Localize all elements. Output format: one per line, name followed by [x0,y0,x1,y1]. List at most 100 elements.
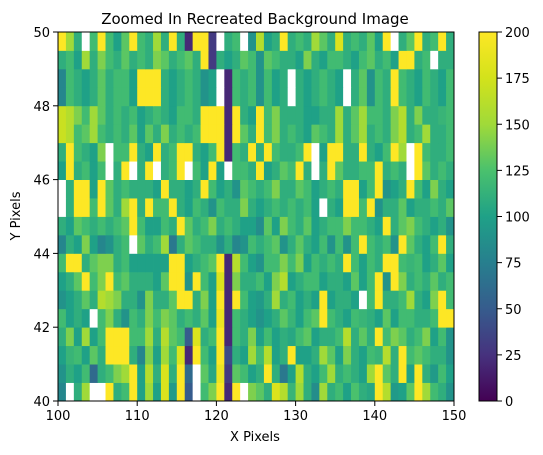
heatmap-cell [422,327,431,347]
colorbar-tick-label: 0 [505,395,513,410]
heatmap-cell [200,179,209,199]
heatmap-cell [73,50,83,70]
heatmap-cell [446,32,455,51]
heatmap-cell [208,290,217,310]
heatmap-cell [422,179,431,199]
heatmap-cell [398,253,407,273]
heatmap-cell [271,179,281,199]
heatmap-cell [97,68,106,88]
heatmap-cell [295,308,304,328]
heatmap-cell [319,290,328,310]
heatmap-cell [390,308,399,328]
heatmap-cell [184,253,194,273]
heatmap-cell [89,364,98,383]
heatmap-cell [89,142,98,162]
heatmap-cell [343,271,352,291]
heatmap-cell [295,142,304,162]
heatmap-cell [366,105,376,125]
heatmap-cell [335,68,344,88]
heatmap-cell [263,161,273,180]
heatmap-cell [232,179,241,199]
heatmap-cell [184,198,194,217]
heatmap-cell [279,87,289,107]
heatmap-cell [200,161,209,180]
heatmap-cell [176,32,186,51]
colorbar-tick-label: 50 [505,303,522,318]
colorbar-tick-label: 125 [505,164,530,179]
heatmap-cell [153,234,162,254]
heatmap-cell [295,253,304,273]
heatmap-cell [184,179,194,199]
heatmap-cell [208,234,217,254]
heatmap-cell [248,32,257,51]
heatmap-cell [311,105,320,125]
heatmap-cell [248,253,257,273]
heatmap-cell [97,253,106,273]
heatmap-cell [351,271,360,291]
heatmap-cell [192,142,201,162]
heatmap-cell [311,253,320,273]
heatmap-cell [192,87,201,107]
heatmap-cell [398,308,407,328]
heatmap-cell [81,142,91,162]
heatmap-cell [137,32,146,51]
heatmap-cell [390,345,399,365]
heatmap-cell [287,364,296,383]
heatmap-cell [446,87,455,107]
heatmap-cell [65,68,75,88]
heatmap-cell [263,364,273,383]
heatmap-cell [319,32,328,51]
heatmap-cell [374,271,384,291]
heatmap-cell [446,161,455,180]
heatmap-cell [121,198,130,217]
heatmap-cell [279,32,289,51]
heatmap-cell [256,179,265,199]
heatmap-cell [153,105,162,125]
heatmap-cell [430,87,439,107]
heatmap-cell [208,68,217,88]
heatmap-cell [343,124,352,144]
heatmap-cell [192,124,201,144]
heatmap-cell [351,382,360,402]
heatmap-cell [73,32,83,51]
heatmap-cell [184,87,194,107]
heatmap-cell [295,345,304,365]
heatmap-cell [319,142,328,162]
colorbar-ticks: 0 25 50 75 100 125 150 175 200 [497,26,530,410]
heatmap-cell [319,327,328,347]
heatmap-cell [406,68,415,88]
y-tick-label: 42 [33,321,50,336]
heatmap-cell [398,327,407,347]
heatmap-cell [208,345,217,365]
heatmap-cell [145,234,154,254]
heatmap-cell [295,364,304,383]
heatmap-cell [192,271,201,291]
heatmap-cell [160,142,170,162]
heatmap-cell [446,68,455,88]
heatmap-cell [137,198,146,217]
chart-title: Zoomed In Recreated Background Image [101,10,409,28]
heatmap-cell [121,216,130,236]
heatmap-cell [256,198,265,217]
heatmap-cell [58,87,67,107]
heatmap-cell [145,32,154,51]
heatmap-cell [358,142,368,162]
heatmap-cell [446,364,455,383]
heatmap-cell [168,87,178,107]
heatmap-cell [311,142,320,162]
heatmap-cell [430,308,439,328]
heatmap-cell [398,290,407,310]
heatmap-cell [145,308,154,328]
heatmap-cell [176,142,186,162]
heatmap-cell [287,345,296,365]
heatmap-cell [295,234,304,254]
heatmap-cell [73,253,83,273]
heatmap-cell [240,308,249,328]
heatmap-cell [208,271,217,291]
heatmap-cell [73,308,83,328]
heatmap-cell [398,364,407,383]
heatmap-cell [113,382,122,402]
heatmap-cell [319,216,328,236]
heatmap-cell [279,290,289,310]
